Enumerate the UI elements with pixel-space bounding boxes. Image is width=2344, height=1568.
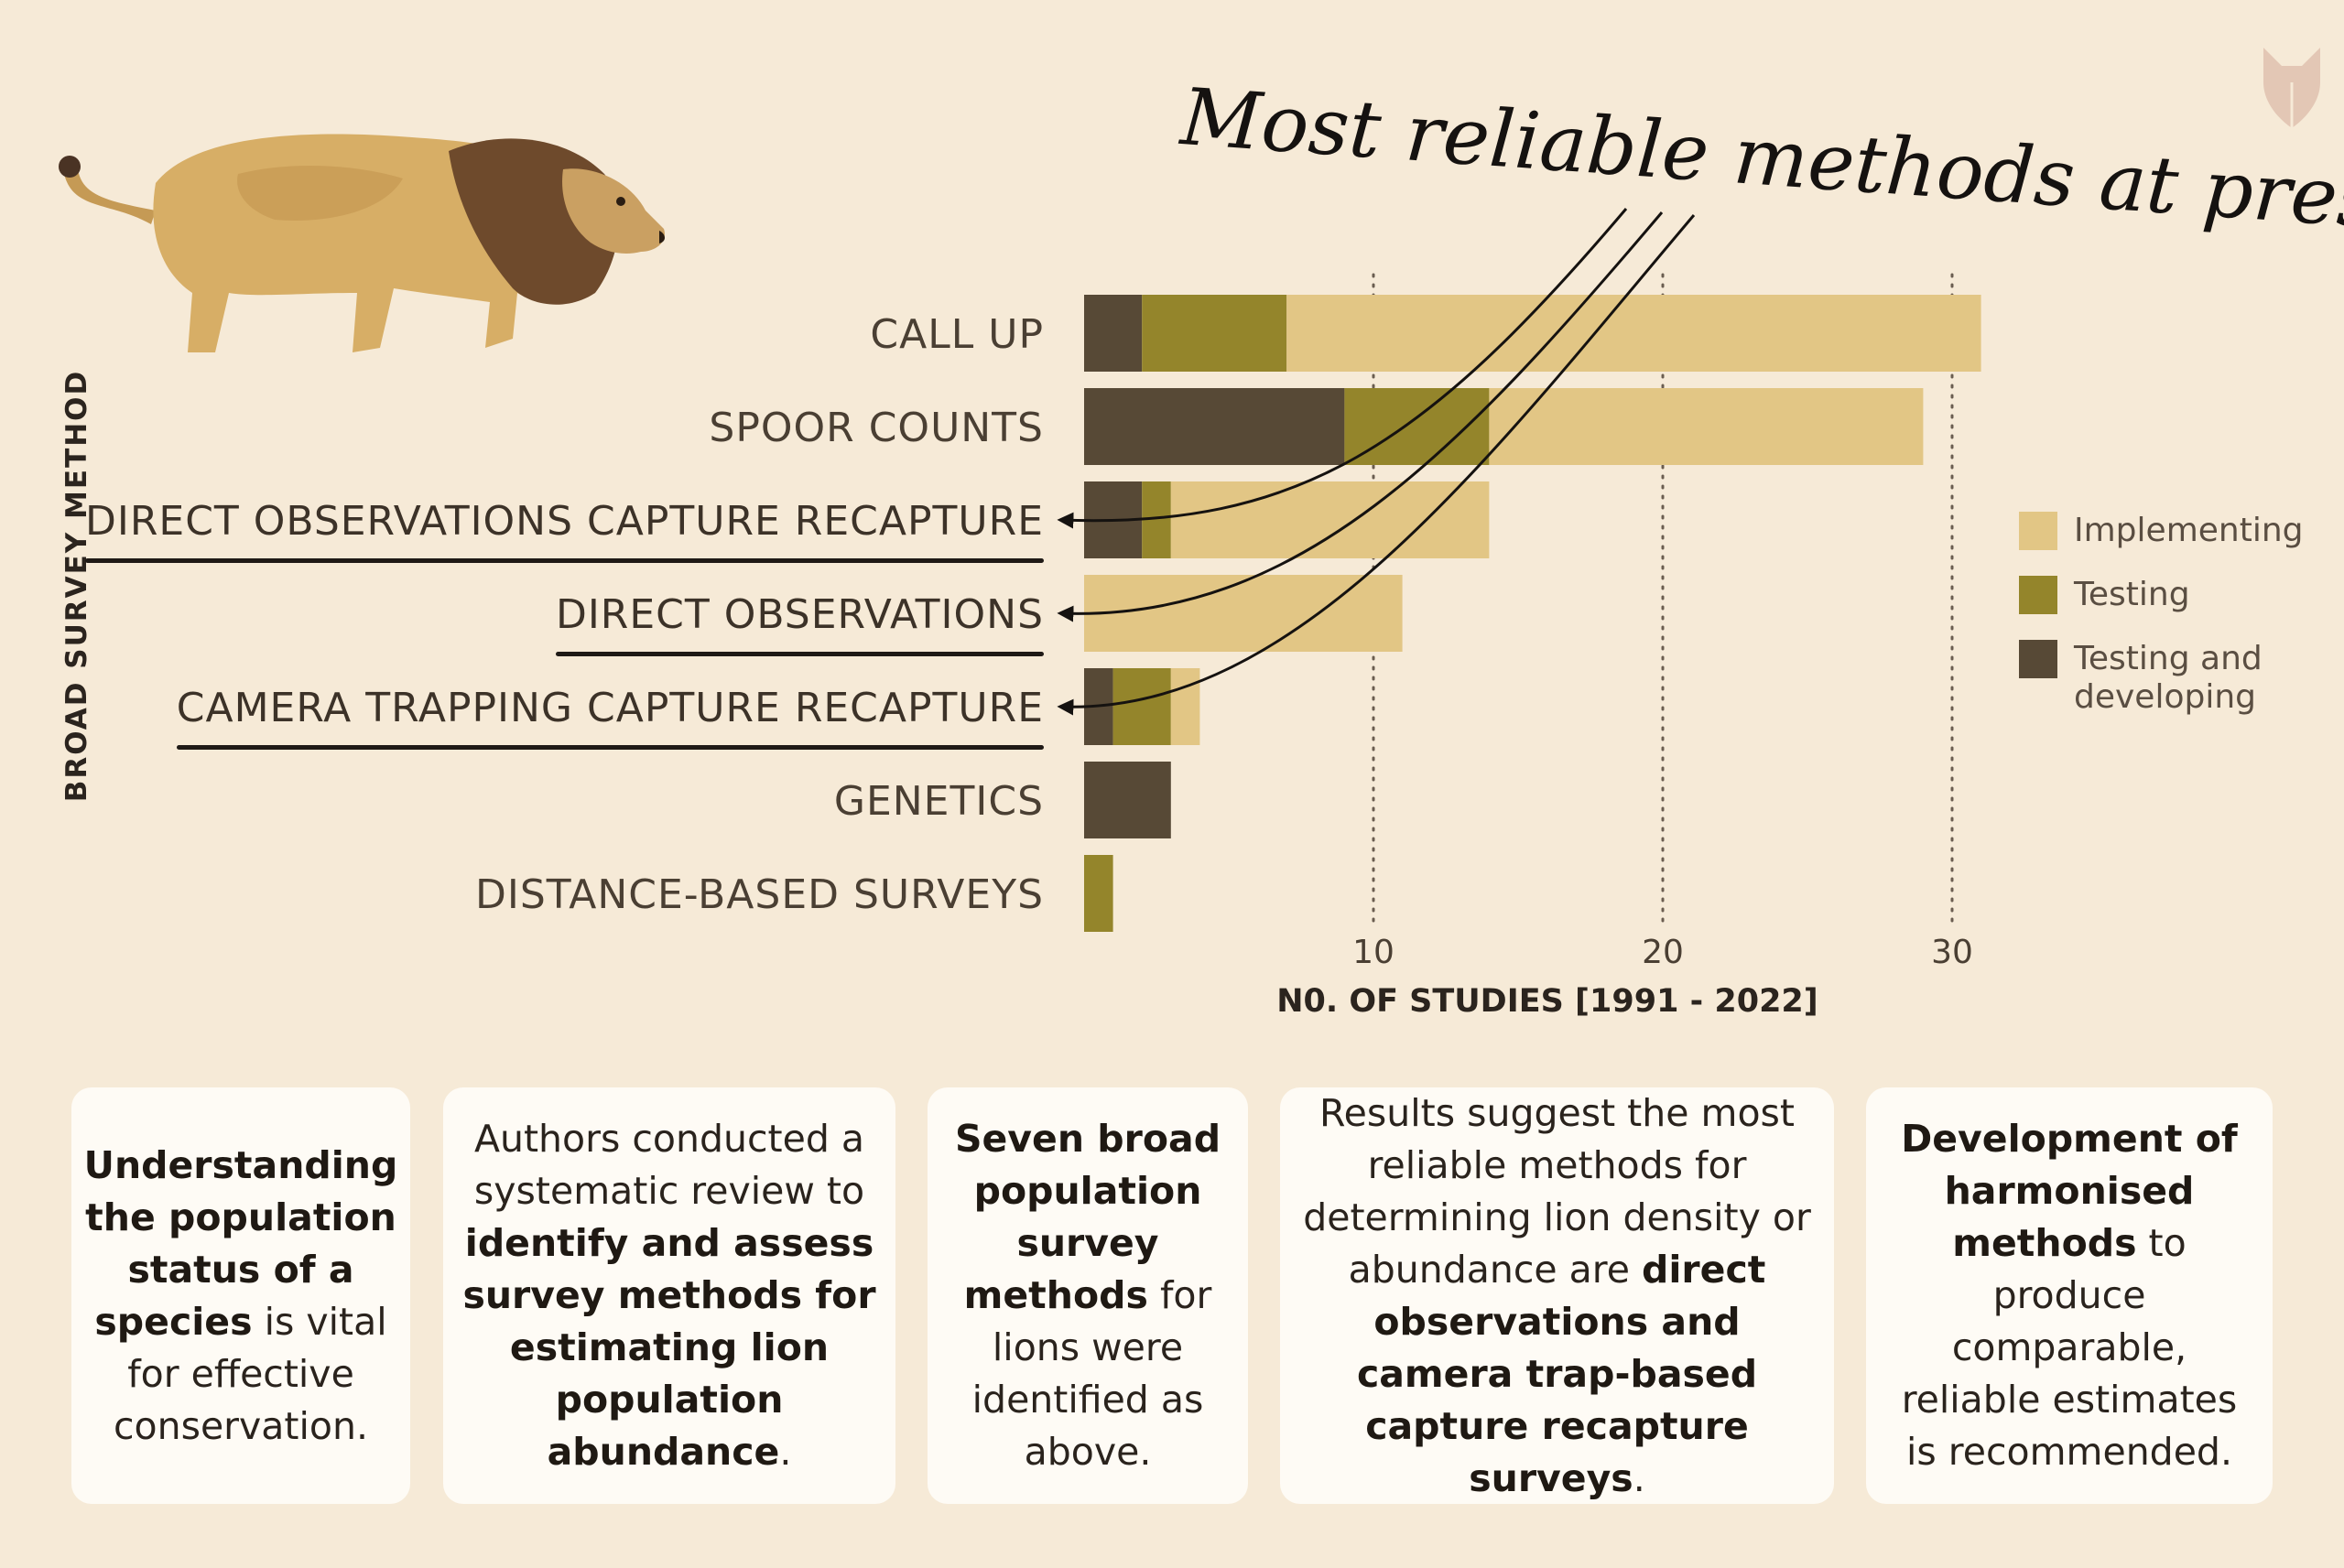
bar-segment [1489,388,1924,465]
x-tick-label: 20 [1642,934,1684,971]
summary-card: Understanding the population status of a… [71,1087,410,1504]
bar-segment [1170,481,1490,558]
category-label: DIRECT OBSERVATIONS CAPTURE RECAPTURE [84,498,1044,545]
x-tick-label: 10 [1352,934,1394,971]
card-text: Seven broad population survey methods fo… [954,1117,1221,1474]
y-axis-title: BROAD SURVEY METHOD [60,369,93,803]
bar-segment [1142,481,1171,558]
bar-segment [1084,388,1345,465]
category-label: CAMERA TRAPPING CAPTURE RECAPTURE [176,685,1044,731]
annotation-arrow [1057,211,1664,622]
bar-segment [1344,388,1490,465]
bar-segment [1084,481,1143,558]
legend-swatch-testing-developing [2019,640,2057,678]
summary-card: Seven broad population survey methods fo… [928,1087,1248,1504]
lion-illustration [59,134,665,352]
x-tick-label: 30 [1931,934,1973,971]
category-label: DISTANCE-BASED SURVEYS [475,871,1044,918]
bar-segment [1084,668,1113,745]
legend-label: Testing [2074,576,2190,613]
bar-segment [1286,295,1981,372]
card-text: Authors conducted a systematic review to… [462,1117,876,1474]
category-label: DIRECT OBSERVATIONS [555,591,1044,638]
summary-card: Development of harmonised methods to pro… [1866,1087,2273,1504]
card-text: Results suggest the most reliable method… [1303,1090,1811,1500]
card-text: Development of harmonised methods to pro… [1901,1117,2238,1474]
bar-segment [1170,668,1200,745]
category-label: SPOOR COUNTS [709,405,1044,451]
annotation-arrow [1057,214,1696,716]
bar-segment [1084,762,1171,838]
card-text: Understanding the population status of a… [83,1142,398,1448]
bar-segment [1142,295,1287,372]
chart-annotation: Most reliable methods at present [1177,71,2344,256]
legend-swatch-implementing [2019,512,2057,550]
bar-segment [1112,668,1171,745]
fox-logo-icon [2263,48,2320,128]
highlight-underline [555,652,1044,656]
legend-label: Testing and developing [2074,640,2344,717]
bar-segment [1084,855,1113,932]
annotation-arrow [1057,208,1628,529]
legend-label-line2: developing [2074,678,2257,716]
x-axis-title: N0. OF STUDIES [1991 - 2022] [1276,983,1818,1020]
legend-swatch-testing [2019,576,2057,614]
summary-card: Authors conducted a systematic review to… [443,1087,895,1504]
summary-card: Results suggest the most reliable method… [1280,1087,1834,1504]
legend-label-line1: Testing and [2074,640,2263,677]
highlight-underline [176,745,1044,750]
legend-label: Implementing [2074,512,2304,549]
highlight-underline [84,558,1044,563]
bar-segment [1084,295,1143,372]
category-label: CALL UP [870,311,1044,358]
category-label: GENETICS [833,778,1044,825]
bar-segment [1084,575,1403,652]
